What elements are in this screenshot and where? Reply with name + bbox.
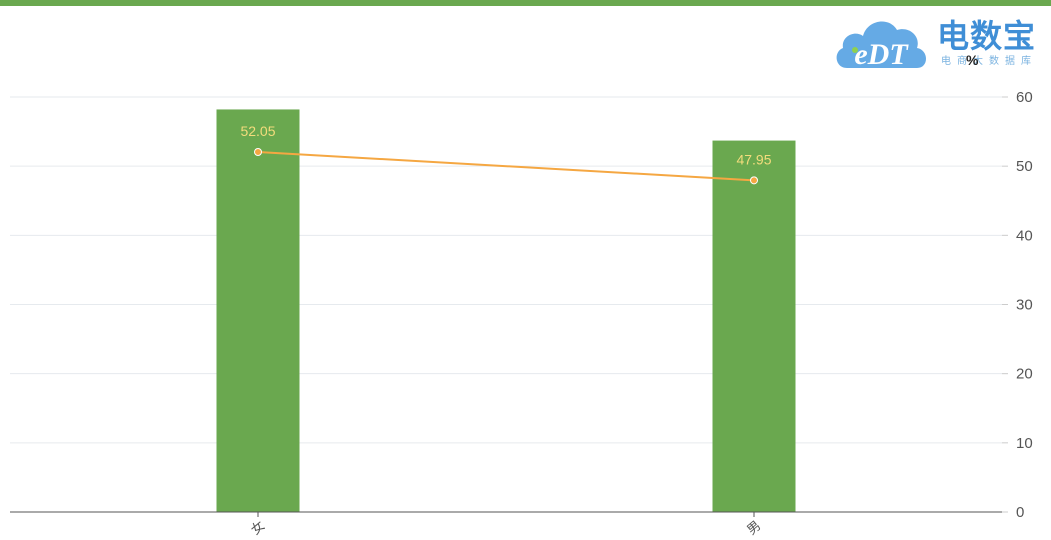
logo-title: 电数宝 <box>937 17 1037 55</box>
bar-1 <box>712 140 796 512</box>
y-tick-label: 20 <box>1016 366 1033 383</box>
y-axis-unit: % <box>966 52 979 68</box>
cloud-logo-icon: eDT <box>836 21 926 71</box>
y-tick-label: 0 <box>1016 504 1024 521</box>
bar-0 <box>216 109 300 512</box>
line-data-label-0: 52.05 <box>240 123 275 139</box>
line-point-1 <box>750 176 758 185</box>
y-tick-label: 40 <box>1016 227 1033 244</box>
y-tick-label: 10 <box>1016 435 1033 452</box>
y-tick-label: 50 <box>1016 158 1033 175</box>
x-category-label: 女 <box>248 518 268 539</box>
y-tick-label: 30 <box>1016 297 1033 314</box>
brand-logo: eDT 电数宝 电商大数据库 <box>833 6 1051 76</box>
line-series <box>257 150 755 182</box>
y-tick-label: 60 <box>1016 89 1033 106</box>
line-point-0 <box>254 147 262 156</box>
line-data-label-1: 47.95 <box>736 151 771 167</box>
x-category-label: 男 <box>745 518 765 538</box>
logo-subtitle: 电商大数据库 <box>941 56 1037 67</box>
top-accent-bar <box>0 0 1051 6</box>
logo-text: eDT <box>854 38 909 71</box>
